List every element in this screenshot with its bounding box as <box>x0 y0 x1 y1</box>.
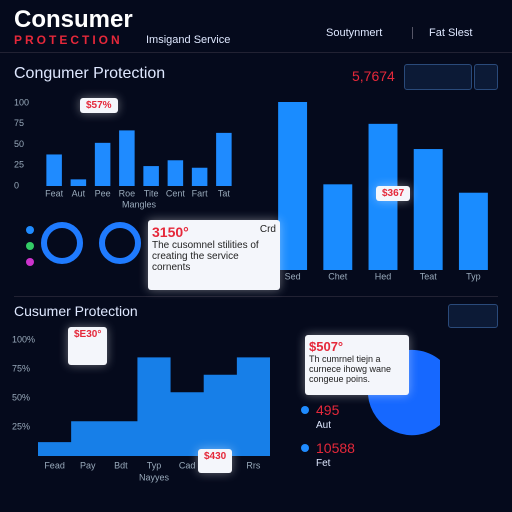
card-value: $507° <box>309 339 344 354</box>
x-tick-label: Rrs <box>246 460 260 470</box>
bar <box>278 102 308 270</box>
x-tick-label: Typ <box>466 271 481 281</box>
section-title: Congumer Protection <box>14 65 166 82</box>
y-tick-label: 0 <box>14 180 19 190</box>
area <box>38 357 270 456</box>
y-tick-label: 25 <box>14 160 24 170</box>
card: $507° Th cumrnel tiejn a curnece ihowg wa… <box>305 335 409 395</box>
dot <box>301 444 309 452</box>
y-tick-label: 50 <box>14 139 24 149</box>
kpi: 5,7674 <box>352 68 395 84</box>
stat-label: Fet <box>316 458 331 469</box>
card-text: The cusomnel stilities of creating the s… <box>152 240 259 273</box>
x-tick-label: Fead <box>44 460 65 470</box>
x-tick-label: Roe <box>119 188 136 198</box>
brand-sub: PROTECTION <box>14 33 123 47</box>
dot <box>26 258 34 266</box>
card-value: 3150° <box>152 224 189 240</box>
stat-label: Aut <box>316 420 332 431</box>
y-tick-label: 75% <box>12 363 30 373</box>
nav-item[interactable]: Soutynmert <box>326 27 383 39</box>
search[interactable] <box>448 304 498 328</box>
section-title: Cusumer Protection <box>14 303 138 319</box>
x-tick-label: Cad <box>179 460 196 470</box>
note: $367 <box>376 186 411 201</box>
x-tick-label: Bdt <box>114 460 128 470</box>
y-tick-label: 100 <box>14 97 29 107</box>
card: 3150° Crd The cusomnel stilities of creat… <box>148 220 280 290</box>
bar <box>94 142 111 186</box>
bar <box>70 179 87 186</box>
x-tick-label: Pee <box>95 188 111 198</box>
x-axis-label: Nayyes <box>139 472 170 482</box>
x-tick-label: Typ <box>147 460 162 470</box>
x-tick-label: Tat <box>218 188 231 198</box>
bar <box>119 130 135 186</box>
service: Imsigand Service <box>146 34 231 46</box>
y-tick-label: 75 <box>14 118 24 128</box>
x-tick-label: Hed <box>375 271 392 281</box>
card-text: Th cumrnel tiejn a curnece ihowg wane co… <box>309 354 392 384</box>
y-tick-label: 50% <box>12 392 30 402</box>
bar <box>46 154 62 186</box>
bar <box>191 167 208 186</box>
x-tick-label: Sed <box>285 271 301 281</box>
note: $57% <box>80 98 118 113</box>
dot <box>301 406 309 414</box>
x-tick-label: Cent <box>166 188 186 198</box>
note: $E30° <box>68 327 108 365</box>
x-tick-label: Chet <box>328 271 348 281</box>
brand: Consumer <box>14 6 133 33</box>
stat-value: 10588 <box>316 440 355 456</box>
x-tick-label: Teat <box>420 271 438 281</box>
stat-value: 495 <box>316 402 340 418</box>
bar <box>458 192 488 270</box>
button[interactable] <box>474 64 498 90</box>
icon <box>41 222 83 264</box>
icon <box>99 222 141 264</box>
bar <box>413 149 443 270</box>
card-tag: Crd <box>259 224 276 235</box>
bar <box>323 184 353 270</box>
x-tick-label: Pay <box>80 460 96 470</box>
x-tick-label: Aut <box>72 188 86 198</box>
dot <box>26 242 34 250</box>
divider <box>14 296 498 297</box>
note: $430 <box>198 449 233 473</box>
bar <box>143 166 159 186</box>
search[interactable] <box>404 64 472 90</box>
y-tick-label: 100% <box>12 334 35 344</box>
dot <box>26 226 34 234</box>
x-tick-label: Feat <box>45 188 64 198</box>
y-tick-label: 25% <box>12 421 30 431</box>
bar <box>216 132 232 186</box>
bar <box>167 160 184 186</box>
x-axis-label: Mangles <box>122 199 157 209</box>
divider <box>0 52 512 53</box>
x-tick-label: Fart <box>192 188 209 198</box>
nav-item[interactable]: Fat Slest <box>412 27 472 39</box>
x-tick-label: Tite <box>144 188 159 198</box>
